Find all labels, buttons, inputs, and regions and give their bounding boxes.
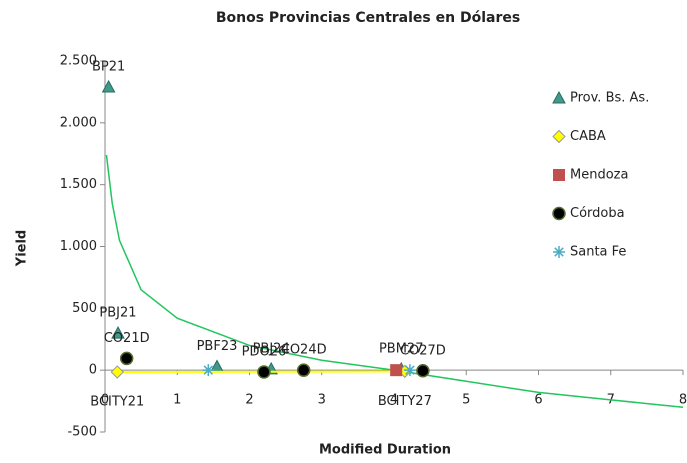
y-tick-label: 2.000 <box>60 115 97 130</box>
legend-label: Prov. Bs. As. <box>570 91 649 106</box>
data-label: PBM27 <box>379 341 424 356</box>
data-label: PBJ24 <box>253 341 290 356</box>
marker-circle <box>257 365 271 379</box>
x-tick-label: 1 <box>173 393 181 408</box>
legend-label: Mendoza <box>570 168 628 183</box>
data-label: BP21 <box>92 59 125 74</box>
y-tick-label: 1.000 <box>60 239 97 254</box>
y-tick-label: -500 <box>67 425 97 440</box>
chart-title: Bonos Provincias Centrales en Dólares <box>216 10 520 26</box>
marker-star <box>403 364 416 377</box>
legend-label: Santa Fe <box>570 245 626 260</box>
x-tick-label: 4 <box>390 393 398 408</box>
data-label: BCITY27 <box>378 394 432 409</box>
marker-triangle <box>552 90 566 104</box>
x-tick-label: 5 <box>462 393 470 408</box>
legend-label: CABA <box>570 129 606 144</box>
marker-circle <box>119 351 134 366</box>
data-label: PBF23 <box>197 339 238 354</box>
x-axis-title: Modified Duration <box>319 443 451 458</box>
marker-triangle <box>111 326 125 339</box>
marker-circle <box>552 206 566 221</box>
y-tick-label: 0 <box>89 363 97 378</box>
data-label: PDO26 <box>242 345 287 360</box>
marker-square <box>553 169 565 181</box>
data-label: CO27D <box>400 343 446 358</box>
marker-triangle <box>101 79 116 93</box>
marker-square <box>390 364 403 377</box>
y-tick-label: 2.500 <box>60 54 97 69</box>
x-tick-label: 6 <box>534 393 542 408</box>
x-tick-label: 8 <box>679 393 687 408</box>
data-label: PBJ21 <box>99 306 136 321</box>
data-label: CO21D <box>104 331 150 346</box>
y-tick-label: 500 <box>72 301 97 316</box>
marker-star <box>553 246 565 258</box>
y-axis-title: Yield <box>15 230 30 267</box>
marker-diamond <box>110 365 124 379</box>
data-label: CO24D <box>281 343 327 358</box>
x-tick-label: 3 <box>318 393 326 408</box>
trendline <box>105 154 684 409</box>
legend-label: Córdoba <box>570 206 625 221</box>
marker-diamond <box>552 129 566 144</box>
marker-circle <box>416 364 430 378</box>
x-tick-label: 2 <box>245 393 253 408</box>
x-tick-label: 0 <box>101 393 109 408</box>
y-tick-label: 1.500 <box>60 177 97 192</box>
marker-circle <box>296 363 311 377</box>
data-label: BCITY21 <box>90 395 144 410</box>
marker-star <box>202 364 215 377</box>
